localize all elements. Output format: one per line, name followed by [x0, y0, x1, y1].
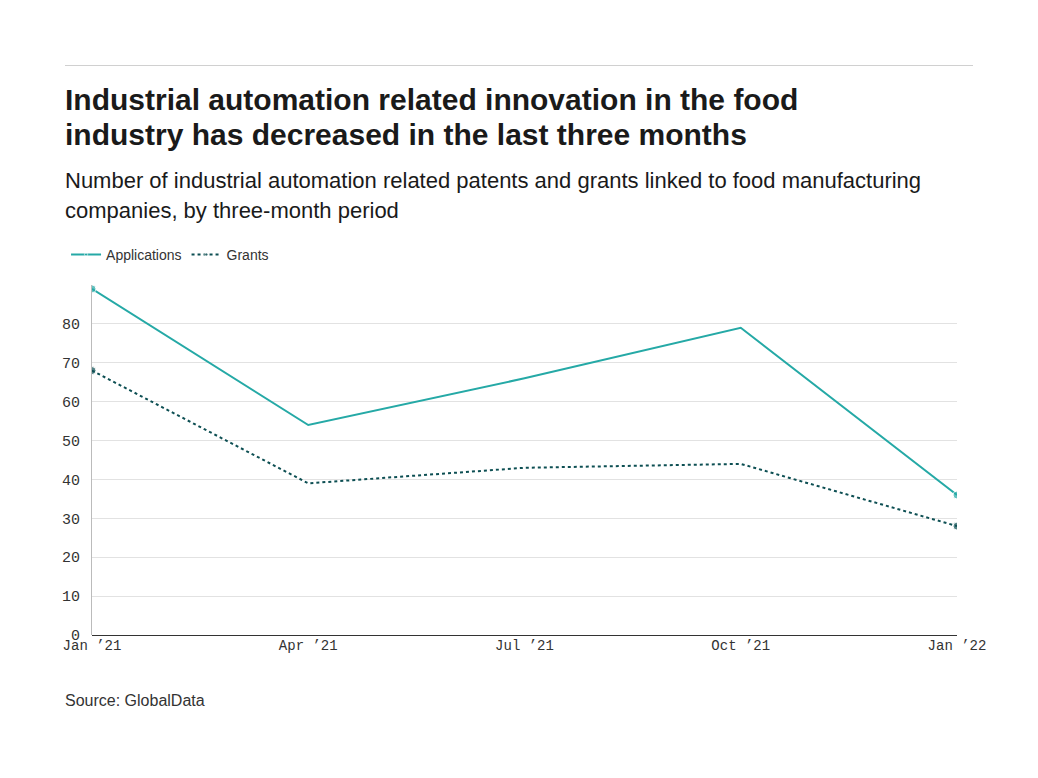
svg-text:Jan ’21: Jan ’21	[63, 638, 122, 654]
svg-text:20: 20	[62, 550, 80, 567]
svg-text:Applications: Applications	[106, 247, 182, 263]
svg-text:Apr ’21: Apr ’21	[279, 638, 338, 654]
html-text:Number of industrial automatio: Number of industrial automation related …	[65, 168, 922, 223]
svg-text:Jul ’21: Jul ’21	[495, 638, 554, 654]
svg-text:Oct ’21: Oct ’21	[711, 638, 770, 654]
svg-text:0: 0	[71, 628, 80, 645]
svg-text:40: 40	[62, 473, 80, 490]
svg-text:70: 70	[62, 356, 80, 373]
svg-text:30: 30	[62, 512, 80, 529]
svg-text:50: 50	[62, 434, 80, 451]
svg-text:Grants: Grants	[227, 247, 269, 263]
svg-text:Jan ’22: Jan ’22	[928, 638, 987, 654]
html-text:Source: GlobalData: Source: GlobalData	[65, 692, 205, 709]
svg-text:10: 10	[62, 589, 80, 606]
svg-text:80: 80	[62, 317, 80, 334]
html-text:Industrial automation related: Industrial automation related innovation…	[65, 83, 799, 151]
svg-text:60: 60	[62, 395, 80, 412]
